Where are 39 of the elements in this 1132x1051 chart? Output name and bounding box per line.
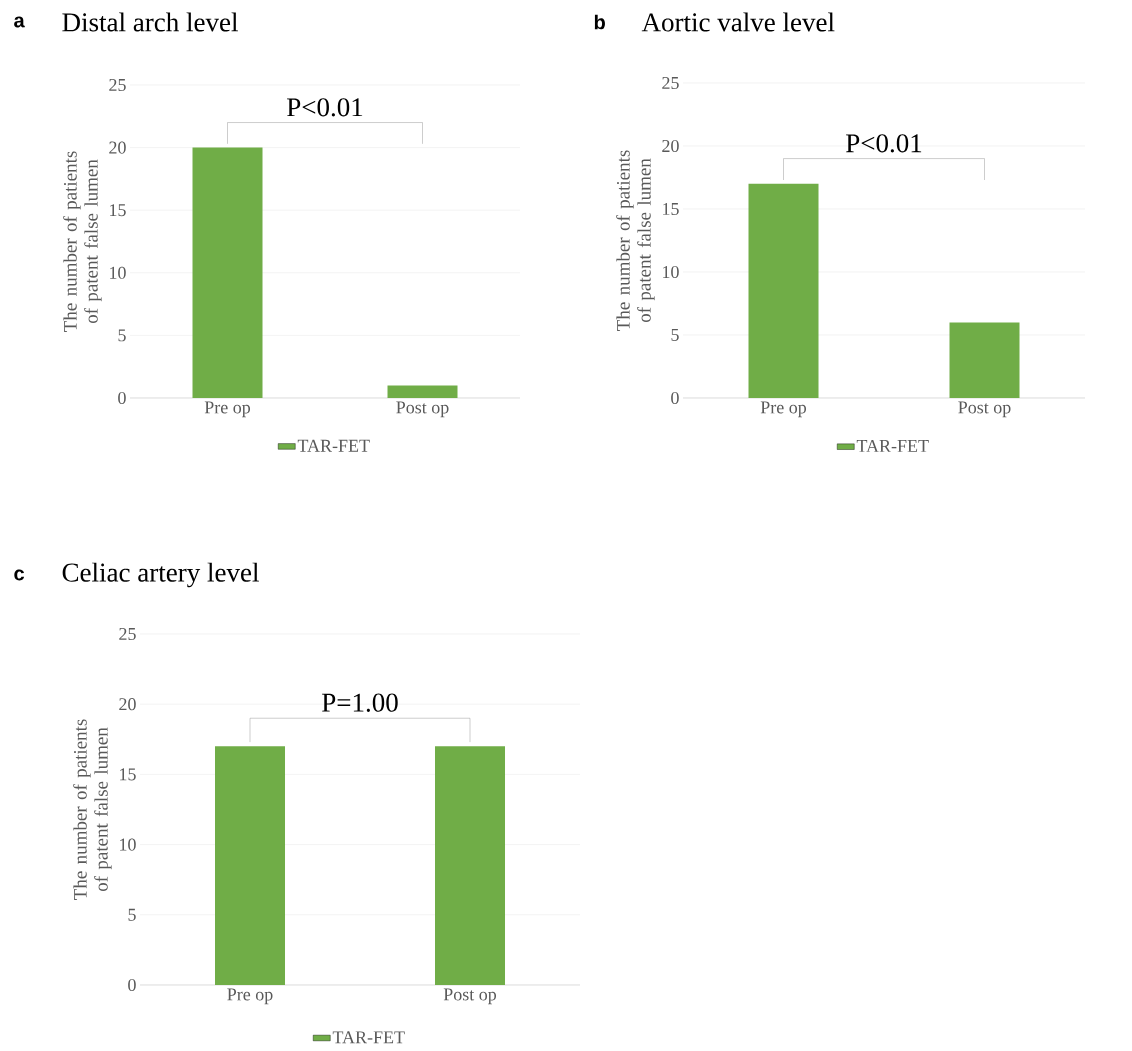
chart-title: Distal arch level (62, 12, 238, 32)
y-tick-label: 20 (109, 141, 126, 154)
y-tick-label: 5 (671, 329, 679, 341)
x-tick-label: Post op (958, 401, 1011, 418)
text: c (14, 569, 25, 581)
annotation: P=1.00 (322, 693, 398, 712)
y-tick-label: 20 (119, 698, 136, 711)
y-tick-label: 15 (110, 204, 126, 217)
legend-label: TAR-FET (332, 1031, 405, 1044)
x-tick-label: Pre op (760, 401, 807, 418)
legend-label: TAR-FET (856, 439, 929, 452)
y-tick-label: 0 (118, 391, 126, 405)
y-axis-title: The number of patients of patent false lumen (73, 719, 112, 900)
y-tick-label: 5 (128, 908, 136, 921)
text: a (14, 16, 25, 28)
x-tick-label: Pre op (227, 988, 273, 1005)
y-tick-label: 10 (663, 265, 679, 279)
x-tick-label: Post op (443, 988, 497, 1005)
y-tick-label: 5 (118, 329, 126, 342)
y-tick-label: 25 (119, 627, 136, 641)
chart-title: Aortic valve level (641, 12, 835, 32)
annotation: P<0.01 (287, 98, 363, 117)
x-tick-label: Post op (396, 401, 449, 418)
y-tick-label: 25 (662, 76, 679, 90)
y-tick-label: 10 (110, 266, 126, 279)
y-tick-label: 15 (120, 768, 136, 781)
x-tick-label: Pre op (204, 401, 251, 418)
y-tick-label: 15 (663, 202, 679, 216)
y-axis-title: The number of patients of patent false lumen (616, 150, 655, 331)
y-axis-title: The number of patients of patent false lumen (63, 151, 102, 332)
text: b (594, 14, 605, 30)
annotation: P<0.01 (846, 134, 922, 153)
y-tick-label: 25 (109, 78, 126, 92)
y-tick-label: 0 (128, 978, 136, 992)
y-tick-label: 20 (662, 139, 679, 153)
chart-title: Celiac artery level (62, 562, 259, 588)
y-tick-label: 0 (671, 391, 679, 405)
legend-label: TAR-FET (297, 439, 370, 452)
y-tick-label: 10 (120, 838, 136, 851)
